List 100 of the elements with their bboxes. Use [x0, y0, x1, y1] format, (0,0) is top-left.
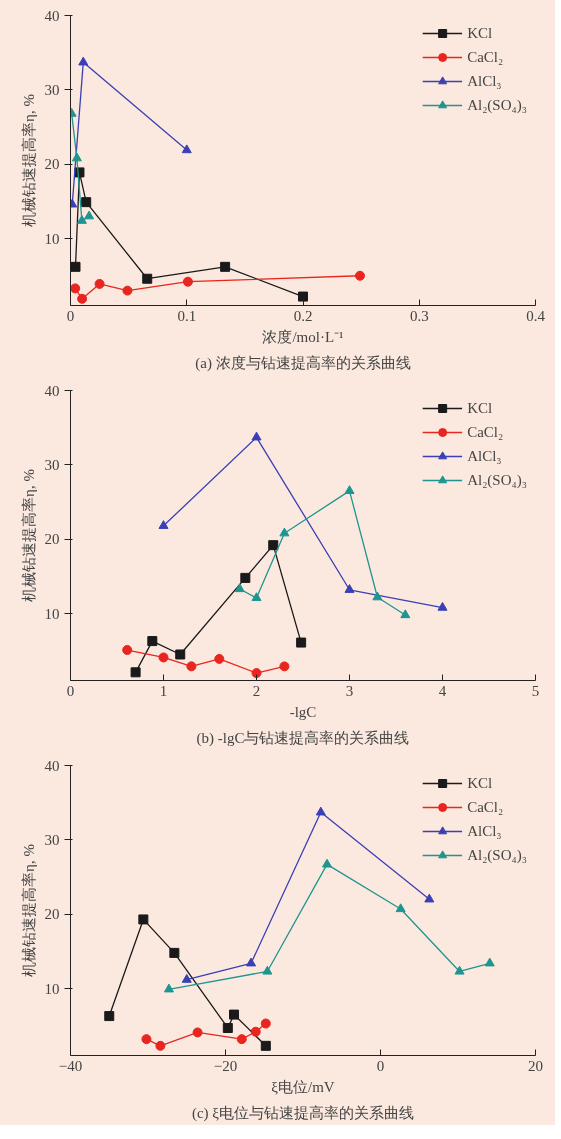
legend-label: AlCl₃: [467, 72, 502, 90]
x-tick-label: 0.4: [526, 307, 546, 324]
point: [192, 1027, 203, 1038]
point: [250, 1026, 261, 1037]
legend-label: CaCl₂: [467, 48, 504, 66]
y-tick-label: 40: [44, 7, 60, 24]
point: [344, 584, 355, 593]
point: [147, 636, 158, 647]
point: [296, 637, 307, 648]
y-tick-label: 10: [44, 980, 60, 997]
legend-label: KCl: [467, 399, 493, 417]
legend-label: KCl: [467, 24, 493, 42]
text: (b) -lgC与钻速提高率的关系曲线: [196, 729, 410, 747]
legend-label: Al₂(SO₄)₃: [467, 471, 527, 489]
point: [279, 661, 290, 672]
point: [84, 210, 95, 220]
point: [251, 431, 262, 441]
point: [298, 291, 308, 302]
point: [260, 1018, 271, 1029]
point: [142, 273, 153, 284]
point: [76, 215, 87, 224]
point: [229, 1009, 240, 1020]
x-tick-label: 5: [531, 682, 540, 699]
point: [322, 858, 333, 868]
point: [70, 283, 81, 294]
point: [395, 903, 406, 913]
point: [158, 652, 169, 663]
y-axis-title: 机械钻速提高率η, %: [20, 844, 37, 977]
point: [279, 527, 290, 537]
point: [186, 661, 197, 672]
point: [236, 1034, 247, 1045]
x-tick-label: 0.2: [293, 307, 313, 324]
point: [141, 1034, 152, 1045]
point: [70, 261, 81, 272]
point: [354, 270, 365, 281]
legend-label: CaCl₂: [467, 798, 504, 816]
point: [155, 1040, 166, 1051]
y-axis-title: 机械钻速提高率η, %: [20, 469, 37, 602]
point: [251, 668, 262, 679]
y-tick-label: 20: [44, 906, 60, 923]
point: [81, 197, 92, 208]
point: [94, 278, 105, 289]
point: [122, 285, 133, 296]
legend-label: KCl: [467, 774, 493, 792]
point: [260, 1040, 271, 1051]
point: [104, 1011, 115, 1022]
y-tick-label: 40: [44, 757, 60, 774]
point: [234, 583, 245, 593]
point: [78, 56, 89, 66]
point: [71, 152, 82, 162]
x-tick-label: −40: [58, 1057, 83, 1074]
x-axis-title: ξ电位/mV: [271, 1078, 335, 1095]
y-tick-label: 30: [44, 81, 60, 98]
point: [163, 983, 174, 993]
x-tick-label: −20: [213, 1057, 238, 1074]
point: [484, 957, 495, 967]
x-tick-label: 0: [66, 682, 75, 699]
point: [268, 540, 279, 551]
point: [454, 965, 465, 975]
point: [122, 645, 133, 655]
point: [344, 485, 355, 494]
legend-label: AlCl₃: [467, 822, 502, 840]
x-tick-label: 0.1: [177, 307, 197, 324]
point: [315, 806, 326, 816]
point: [181, 973, 192, 983]
x-tick-label: 0: [376, 1057, 385, 1074]
y-tick-label: 10: [44, 605, 60, 622]
y-tick-label: 30: [44, 831, 60, 848]
legend-label: AlCl₃: [467, 447, 502, 465]
x-tick-label: 1: [159, 682, 168, 699]
point: [182, 276, 193, 287]
y-tick-label: 20: [44, 531, 60, 548]
point: [222, 1022, 233, 1033]
y-axis-title: 机械钻速提高率η, %: [20, 94, 37, 227]
point: [214, 653, 225, 664]
point: [240, 572, 251, 583]
text: (c) ξ电位与钻速提高率的关系曲线: [191, 1104, 415, 1122]
legend-label: CaCl₂: [467, 423, 504, 441]
point: [130, 667, 141, 678]
x-tick-label: 0.3: [409, 307, 429, 324]
point: [251, 592, 262, 602]
x-tick-label: 2: [252, 682, 261, 699]
x-tick-label: 0: [66, 307, 75, 324]
point: [220, 261, 231, 272]
legend-label: Al₂(SO₄)₃: [467, 96, 527, 114]
point: [138, 914, 149, 925]
text: (a) 浓度与钻速提高率的关系曲线: [195, 354, 411, 372]
legend-label: Al₂(SO₄)₃: [467, 846, 527, 864]
point: [77, 293, 88, 304]
point: [175, 649, 186, 660]
point: [158, 520, 169, 529]
y-tick-label: 40: [44, 382, 60, 399]
x-tick-label: 4: [438, 682, 447, 699]
x-tick-label: 3: [345, 682, 354, 699]
point: [181, 144, 192, 154]
point: [169, 947, 180, 958]
y-tick-label: 30: [44, 456, 60, 473]
y-tick-label: 20: [44, 156, 60, 173]
point: [437, 601, 448, 611]
point: [400, 609, 411, 619]
